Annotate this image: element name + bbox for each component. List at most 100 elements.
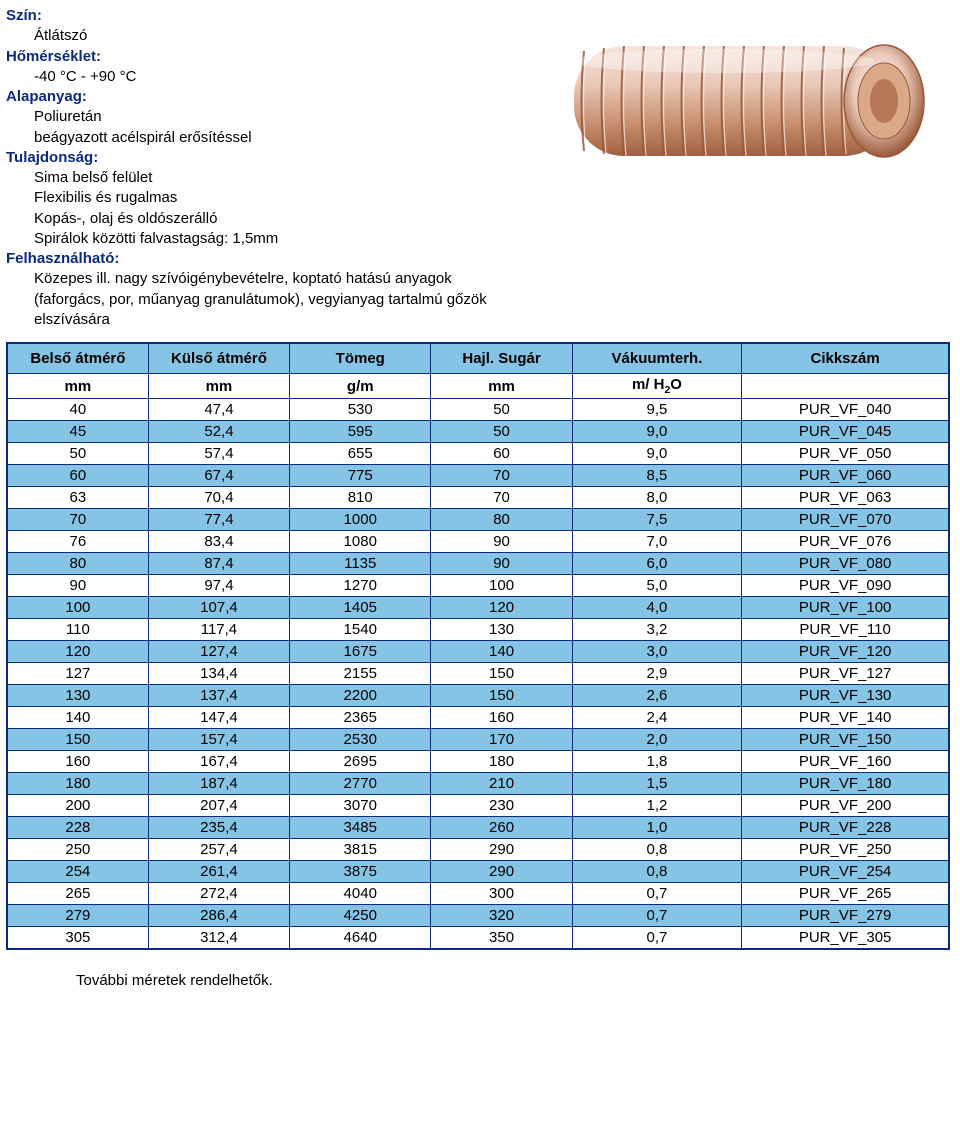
color-value: Átlátszó bbox=[6, 26, 566, 46]
table-row: 254261,438752900,8PUR_VF_254 bbox=[7, 861, 949, 883]
table-cell: 8,5 bbox=[572, 465, 742, 487]
table-cell: 1080 bbox=[290, 531, 431, 553]
table-cell: 1,5 bbox=[572, 773, 742, 795]
table-cell: 1405 bbox=[290, 597, 431, 619]
table-cell: 157,4 bbox=[148, 729, 289, 751]
table-cell: PUR_VF_127 bbox=[742, 663, 949, 685]
table-cell: PUR_VF_040 bbox=[742, 399, 949, 421]
table-cell: PUR_VF_076 bbox=[742, 531, 949, 553]
temp-label: Hőmérséklet: bbox=[6, 48, 101, 65]
table-cell: 2770 bbox=[290, 773, 431, 795]
table-cell: 80 bbox=[431, 509, 572, 531]
use-value-2: (faforgács, por, műanyag granulátumok), … bbox=[6, 290, 566, 331]
table-row: 100107,414051204,0PUR_VF_100 bbox=[7, 597, 949, 619]
table-row: 160167,426951801,8PUR_VF_160 bbox=[7, 751, 949, 773]
table-cell: 235,4 bbox=[148, 817, 289, 839]
table-cell: 180 bbox=[431, 751, 572, 773]
table-cell: 7,0 bbox=[572, 531, 742, 553]
table-cell: 3875 bbox=[290, 861, 431, 883]
table-row: 279286,442503200,7PUR_VF_279 bbox=[7, 905, 949, 927]
table-cell: PUR_VF_110 bbox=[742, 619, 949, 641]
table-cell: 3,0 bbox=[572, 641, 742, 663]
table-cell: 137,4 bbox=[148, 685, 289, 707]
table-cell: 0,7 bbox=[572, 905, 742, 927]
table-cell: 87,4 bbox=[148, 553, 289, 575]
table-cell: 260 bbox=[431, 817, 572, 839]
table-header: Külső átmérő bbox=[148, 343, 289, 374]
table-cell: 80 bbox=[7, 553, 148, 575]
table-cell: 2,6 bbox=[572, 685, 742, 707]
table-cell: PUR_VF_250 bbox=[742, 839, 949, 861]
table-cell: 6,0 bbox=[572, 553, 742, 575]
table-cell: 655 bbox=[290, 443, 431, 465]
property-label: Tulajdonság: bbox=[6, 149, 98, 166]
table-cell: 286,4 bbox=[148, 905, 289, 927]
table-cell: 320 bbox=[431, 905, 572, 927]
table-row: 265272,440403000,7PUR_VF_265 bbox=[7, 883, 949, 905]
table-cell: 147,4 bbox=[148, 707, 289, 729]
table-cell: 0,7 bbox=[572, 883, 742, 905]
table-cell: 350 bbox=[431, 927, 572, 950]
table-unit: mm bbox=[431, 374, 572, 399]
table-cell: 130 bbox=[431, 619, 572, 641]
table-cell: PUR_VF_045 bbox=[742, 421, 949, 443]
table-cell: PUR_VF_060 bbox=[742, 465, 949, 487]
table-cell: 150 bbox=[431, 663, 572, 685]
use-value-1: Közepes ill. nagy szívóigénybevételre, k… bbox=[6, 269, 566, 289]
use-label: Felhasználható: bbox=[6, 250, 119, 267]
footnote: További méretek rendelhetők. bbox=[6, 950, 954, 989]
table-row: 4047,4530509,5PUR_VF_040 bbox=[7, 399, 949, 421]
table-cell: 76 bbox=[7, 531, 148, 553]
table-cell: 90 bbox=[431, 531, 572, 553]
table-unit: m/ H2O bbox=[572, 374, 742, 399]
table-cell: 261,4 bbox=[148, 861, 289, 883]
table-cell: 117,4 bbox=[148, 619, 289, 641]
table-cell: 97,4 bbox=[148, 575, 289, 597]
property-value-3: Kopás-, olaj és oldószerálló bbox=[6, 209, 566, 229]
table-cell: 305 bbox=[7, 927, 148, 950]
table-cell: 4250 bbox=[290, 905, 431, 927]
table-cell: 150 bbox=[431, 685, 572, 707]
temp-value: -40 °C - +90 °C bbox=[6, 67, 566, 87]
table-cell: 40 bbox=[7, 399, 148, 421]
table-cell: 57,4 bbox=[148, 443, 289, 465]
table-cell: 290 bbox=[431, 861, 572, 883]
table-cell: PUR_VF_130 bbox=[742, 685, 949, 707]
table-cell: 5,0 bbox=[572, 575, 742, 597]
material-value-1: Poliuretán bbox=[6, 107, 566, 127]
table-unit: mm bbox=[7, 374, 148, 399]
table-cell: 2,4 bbox=[572, 707, 742, 729]
table-cell: PUR_VF_160 bbox=[742, 751, 949, 773]
table-header: Belső átmérő bbox=[7, 343, 148, 374]
spec-block: Szín: Átlátszó Hőmérséklet: -40 °C - +90… bbox=[6, 6, 566, 330]
table-cell: 2200 bbox=[290, 685, 431, 707]
table-cell: 1270 bbox=[290, 575, 431, 597]
table-cell: PUR_VF_228 bbox=[742, 817, 949, 839]
table-row: 6067,4775708,5PUR_VF_060 bbox=[7, 465, 949, 487]
table-cell: PUR_VF_279 bbox=[742, 905, 949, 927]
material-label: Alapanyag: bbox=[6, 88, 87, 105]
table-row: 9097,412701005,0PUR_VF_090 bbox=[7, 575, 949, 597]
table-cell: 530 bbox=[290, 399, 431, 421]
table-cell: 140 bbox=[7, 707, 148, 729]
table-cell: 60 bbox=[7, 465, 148, 487]
table-header: Hajl. Sugár bbox=[431, 343, 572, 374]
table-cell: 120 bbox=[7, 641, 148, 663]
table-cell: 1540 bbox=[290, 619, 431, 641]
property-value-4: Spirálok közötti falvastagság: 1,5mm bbox=[6, 229, 566, 249]
table-cell: PUR_VF_100 bbox=[742, 597, 949, 619]
table-cell: 100 bbox=[7, 597, 148, 619]
table-header: Cikkszám bbox=[742, 343, 949, 374]
table-row: 8087,41135906,0PUR_VF_080 bbox=[7, 553, 949, 575]
table-cell: 2695 bbox=[290, 751, 431, 773]
table-cell: PUR_VF_080 bbox=[742, 553, 949, 575]
table-cell: 3,2 bbox=[572, 619, 742, 641]
table-cell: 2,9 bbox=[572, 663, 742, 685]
table-cell: 110 bbox=[7, 619, 148, 641]
table-cell: 127,4 bbox=[148, 641, 289, 663]
table-cell: PUR_VF_180 bbox=[742, 773, 949, 795]
table-cell: 300 bbox=[431, 883, 572, 905]
table-cell: 4040 bbox=[290, 883, 431, 905]
table-cell: 3815 bbox=[290, 839, 431, 861]
table-cell: 167,4 bbox=[148, 751, 289, 773]
